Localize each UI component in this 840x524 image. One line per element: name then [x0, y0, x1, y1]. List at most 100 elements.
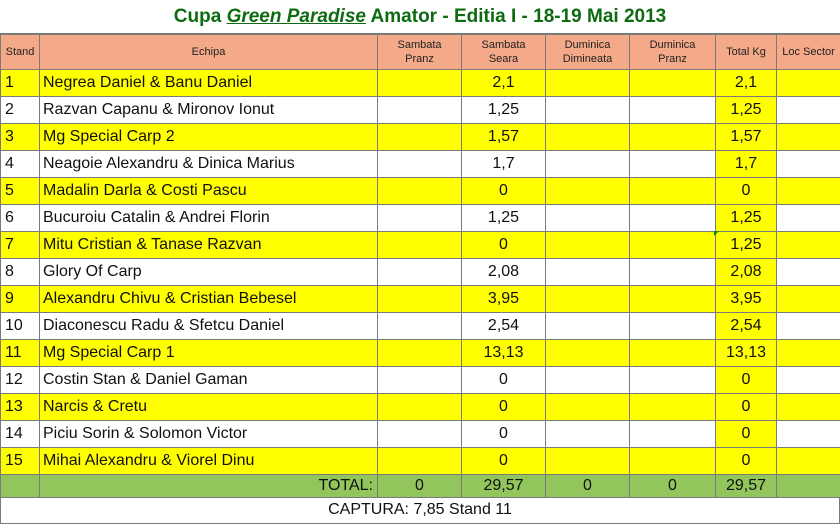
- cell-team[interactable]: Glory Of Carp: [39, 258, 378, 286]
- cell-sun-noon[interactable]: [629, 366, 716, 394]
- cell-sun-morning[interactable]: [545, 204, 630, 232]
- cell-total[interactable]: 13,13: [715, 339, 777, 367]
- cell-sat-evening[interactable]: 1,57: [461, 123, 546, 151]
- header-team[interactable]: Echipa: [39, 34, 378, 70]
- totals-sat-evening[interactable]: 29,57: [461, 474, 546, 498]
- cell-sun-noon[interactable]: [629, 96, 716, 124]
- cell-sat-evening[interactable]: 0: [461, 420, 546, 448]
- cell-sun-noon[interactable]: [629, 123, 716, 151]
- cell-sat-noon[interactable]: [377, 285, 462, 313]
- cell-sat-noon[interactable]: [377, 366, 462, 394]
- cell-stand[interactable]: 1: [0, 69, 40, 97]
- cell-sat-evening[interactable]: 2,08: [461, 258, 546, 286]
- totals-empty-cell[interactable]: [0, 474, 40, 498]
- cell-sat-evening[interactable]: 2,54: [461, 312, 546, 340]
- cell-sector[interactable]: [776, 339, 840, 367]
- cell-sector[interactable]: [776, 312, 840, 340]
- cell-sat-evening[interactable]: 3,95: [461, 285, 546, 313]
- cell-team[interactable]: Bucuroiu Catalin & Andrei Florin: [39, 204, 378, 232]
- cell-team[interactable]: Diaconescu Radu & Sfetcu Daniel: [39, 312, 378, 340]
- cell-sun-morning[interactable]: [545, 393, 630, 421]
- cell-sun-morning[interactable]: [545, 420, 630, 448]
- cell-total[interactable]: 0: [715, 393, 777, 421]
- cell-total[interactable]: 0: [715, 447, 777, 475]
- cell-sun-noon[interactable]: [629, 312, 716, 340]
- cell-team[interactable]: Madalin Darla & Costi Pascu: [39, 177, 378, 205]
- cell-total[interactable]: 1,25: [715, 204, 777, 232]
- cell-team[interactable]: Negrea Daniel & Banu Daniel: [39, 69, 378, 97]
- cell-team[interactable]: Narcis & Cretu: [39, 393, 378, 421]
- cell-sat-noon[interactable]: [377, 96, 462, 124]
- cell-stand[interactable]: 5: [0, 177, 40, 205]
- cell-sun-morning[interactable]: [545, 366, 630, 394]
- cell-team[interactable]: Alexandru Chivu & Cristian Bebesel: [39, 285, 378, 313]
- cell-sat-noon[interactable]: [377, 339, 462, 367]
- totals-total[interactable]: 29,57: [715, 474, 777, 498]
- cell-sector[interactable]: [776, 447, 840, 475]
- cell-sun-noon[interactable]: [629, 258, 716, 286]
- cell-sun-noon[interactable]: [629, 177, 716, 205]
- cell-sat-evening[interactable]: 0: [461, 393, 546, 421]
- cell-team[interactable]: Razvan Capanu & Mironov Ionut: [39, 96, 378, 124]
- cell-stand[interactable]: 9: [0, 285, 40, 313]
- cell-sector[interactable]: [776, 69, 840, 97]
- totals-sector-cell[interactable]: [776, 474, 840, 498]
- cell-sector[interactable]: [776, 366, 840, 394]
- totals-sun-morning[interactable]: 0: [545, 474, 630, 498]
- cell-sat-evening[interactable]: 1,25: [461, 204, 546, 232]
- cell-sat-noon[interactable]: [377, 258, 462, 286]
- cell-stand[interactable]: 15: [0, 447, 40, 475]
- cell-sector[interactable]: [776, 393, 840, 421]
- cell-total[interactable]: 2,08: [715, 258, 777, 286]
- cell-sat-noon[interactable]: [377, 177, 462, 205]
- cell-sun-noon[interactable]: [629, 420, 716, 448]
- header-sun-morning[interactable]: Duminica Dimineata: [545, 34, 630, 70]
- cell-total[interactable]: 1,25: [715, 96, 777, 124]
- cell-stand[interactable]: 8: [0, 258, 40, 286]
- header-total[interactable]: Total Kg: [715, 34, 777, 70]
- cell-sat-noon[interactable]: [377, 123, 462, 151]
- cell-sun-noon[interactable]: [629, 231, 716, 259]
- totals-sun-noon[interactable]: 0: [629, 474, 716, 498]
- cell-sat-evening[interactable]: 0: [461, 231, 546, 259]
- cell-sat-noon[interactable]: [377, 231, 462, 259]
- header-sat-noon[interactable]: Sambata Pranz: [377, 34, 462, 70]
- cell-stand[interactable]: 4: [0, 150, 40, 178]
- cell-sat-evening[interactable]: 13,13: [461, 339, 546, 367]
- cell-sun-noon[interactable]: [629, 69, 716, 97]
- cell-sat-evening[interactable]: 2,1: [461, 69, 546, 97]
- cell-team[interactable]: Mg Special Carp 1: [39, 339, 378, 367]
- cell-stand[interactable]: 11: [0, 339, 40, 367]
- header-sat-evening[interactable]: Sambata Seara: [461, 34, 546, 70]
- cell-team[interactable]: Mitu Cristian & Tanase Razvan: [39, 231, 378, 259]
- cell-total[interactable]: 2,1: [715, 69, 777, 97]
- cell-stand[interactable]: 14: [0, 420, 40, 448]
- cell-sat-noon[interactable]: [377, 312, 462, 340]
- cell-total[interactable]: 0: [715, 420, 777, 448]
- cell-total[interactable]: 1,57: [715, 123, 777, 151]
- cell-stand[interactable]: 10: [0, 312, 40, 340]
- cell-sector[interactable]: [776, 420, 840, 448]
- cell-stand[interactable]: 3: [0, 123, 40, 151]
- cell-sat-noon[interactable]: [377, 447, 462, 475]
- cell-sat-noon[interactable]: [377, 69, 462, 97]
- cell-sun-morning[interactable]: [545, 285, 630, 313]
- cell-total[interactable]: 0: [715, 366, 777, 394]
- cell-sun-noon[interactable]: [629, 204, 716, 232]
- cell-stand[interactable]: 12: [0, 366, 40, 394]
- cell-sector[interactable]: [776, 285, 840, 313]
- cell-sat-evening[interactable]: 0: [461, 366, 546, 394]
- cell-sun-morning[interactable]: [545, 177, 630, 205]
- cell-sector[interactable]: [776, 258, 840, 286]
- cell-sun-morning[interactable]: [545, 339, 630, 367]
- cell-total[interactable]: 3,95: [715, 285, 777, 313]
- cell-sector[interactable]: [776, 123, 840, 151]
- cell-sat-noon[interactable]: [377, 420, 462, 448]
- cell-stand[interactable]: 6: [0, 204, 40, 232]
- header-sector[interactable]: Loc Sector: [776, 34, 840, 70]
- cell-sun-noon[interactable]: [629, 285, 716, 313]
- cell-total[interactable]: 2,54: [715, 312, 777, 340]
- cell-sector[interactable]: [776, 150, 840, 178]
- header-stand[interactable]: Stand: [0, 34, 40, 70]
- cell-total[interactable]: 1,25: [715, 231, 777, 259]
